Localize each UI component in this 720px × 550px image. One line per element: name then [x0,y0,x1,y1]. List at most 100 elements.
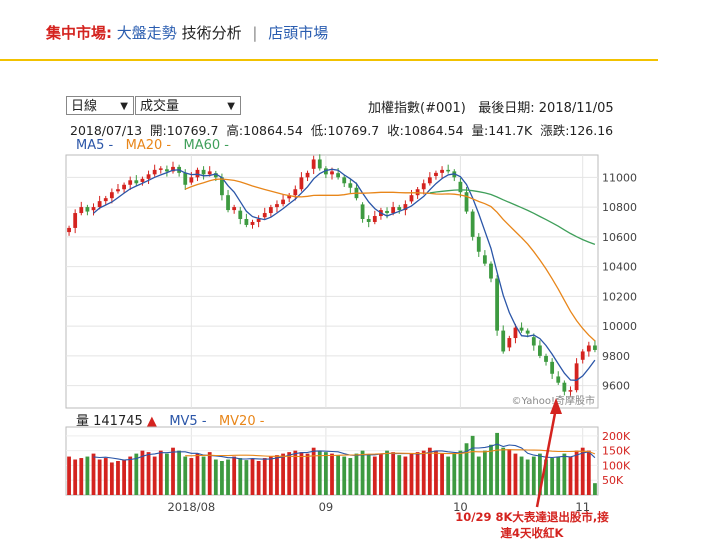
volume-bar [97,459,102,495]
volume-bar [458,450,463,495]
mv5-line [93,443,596,461]
candle-body [489,263,493,279]
volume-bar [507,449,512,495]
volume-bar [366,455,371,495]
candle-body [244,218,249,225]
candle-body [122,184,126,190]
volume-bar [574,450,579,495]
candle-body [348,183,353,188]
candle-body [171,166,175,172]
month-tick-label: 09 [319,500,334,514]
candle-body [220,177,224,196]
volume-bar [116,461,120,495]
volume-bar [177,450,182,495]
index-header: 加權指數(#001) 最後日期: 2018/11/05 [368,97,614,116]
candle-body [158,168,163,170]
candle-body [207,171,212,175]
candle-body [507,338,512,348]
volume-bar [580,447,585,495]
volume-bar [311,447,316,495]
volume-bar [262,458,267,495]
volume-bar [568,456,573,495]
candle-body [330,171,334,175]
volume-bar [122,459,126,495]
volume-bar [336,455,341,495]
candle-body [513,327,518,339]
candle-body [556,376,561,383]
candle-body [458,181,463,193]
annotation-line2: 連4天收紅K [500,526,564,540]
volume-bar [323,452,328,495]
volume-bar [348,458,353,495]
volume-bar [232,456,237,495]
legend-ma60: MA60 - [183,138,229,153]
volume-bar [513,453,518,495]
volume-bar [495,432,499,495]
candle-body [446,169,451,172]
annotation-note: 10/29 8K大表達退出股市,接 連4天收紅K [452,509,612,541]
indicator-select[interactable]: 成交量 ▼ [135,96,241,115]
volume-bar [165,453,169,495]
nav-tech-tab[interactable]: 技術分析 [181,24,242,42]
nav-market-label: 集中市場: [46,24,112,42]
price-tick-label: 10800 [602,201,637,214]
volume-bar [519,456,524,495]
candle-body [323,168,328,175]
candle-body [293,189,298,196]
volume-bar [158,450,163,495]
volume-bar [85,456,90,495]
chevron-down-icon: ▼ [120,101,128,112]
price-tick-label: 11000 [602,171,637,184]
period-select-value: 日線 [71,99,98,114]
volume-bar [476,456,481,495]
candle-body [201,169,206,175]
volume-bar [470,435,475,495]
volume-bar [556,456,561,495]
volume-bar [189,458,194,495]
candle-body [574,363,579,391]
candle-body [268,207,273,214]
annotation-arrow-shaft [535,407,558,508]
candle-body [440,169,444,173]
ohlc-low: 低:10769.7 [310,123,380,138]
nav-otc-link[interactable]: 店頭市場 [268,24,329,42]
price-tick-label: 10200 [602,290,637,303]
volume-up-arrow-icon: ▲ [146,414,157,429]
volume-bar [397,455,402,495]
candle-body [580,351,585,360]
volume-tick-label: 50K [602,474,624,487]
ma-legend: MA5 - MA20 - MA60 - [76,138,229,153]
price-tick-label: 10400 [602,261,637,274]
candle-body [385,210,389,214]
volume-bar [452,453,457,495]
volume-bar [268,456,273,495]
volume-bar [91,453,96,495]
volume-bar [440,453,444,495]
month-tick-label: 2018/08 [167,500,215,514]
nav-trend-link[interactable]: 大盤走勢 [116,24,177,42]
volume-bar [415,452,420,495]
volume-bar [128,456,133,495]
candle-body [109,192,114,199]
volume-bar [134,453,139,495]
legend-mv5: MV5 - [169,414,207,429]
chevron-down-icon: ▼ [227,101,235,112]
candle-body [495,278,499,331]
volume-bar [434,450,438,495]
volume-bar [372,456,377,495]
ohlc-date: 2018/07/13 [70,123,143,138]
nav-separator: | [252,24,258,42]
candle-body [189,177,194,183]
candle-body [305,172,310,178]
ohlc-close: 收:10864.54 [387,123,464,138]
period-select[interactable]: 日線 ▼ [66,96,134,115]
candle-body [262,213,267,218]
candle-body [519,327,524,331]
volume-bar [195,453,200,495]
candle-body [299,177,304,190]
ohlc-volume: 量:141.7K [471,123,533,138]
candle-body [91,207,96,211]
volume-bar [403,456,408,495]
candle-body [372,216,377,222]
